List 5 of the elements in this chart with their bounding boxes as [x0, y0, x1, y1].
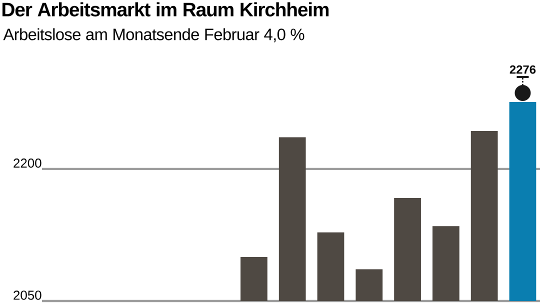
- data-label: 2276: [510, 65, 536, 74]
- chart-title: Der Arbeitsmarkt im Raum Kirchheim: [2, 2, 329, 16]
- chart-subtitle: Arbeitslose am Monatsende Februar 4,0 %: [3, 28, 304, 42]
- y-tick-label: 2050: [14, 290, 42, 300]
- y-tick-label: 2200: [14, 158, 42, 168]
